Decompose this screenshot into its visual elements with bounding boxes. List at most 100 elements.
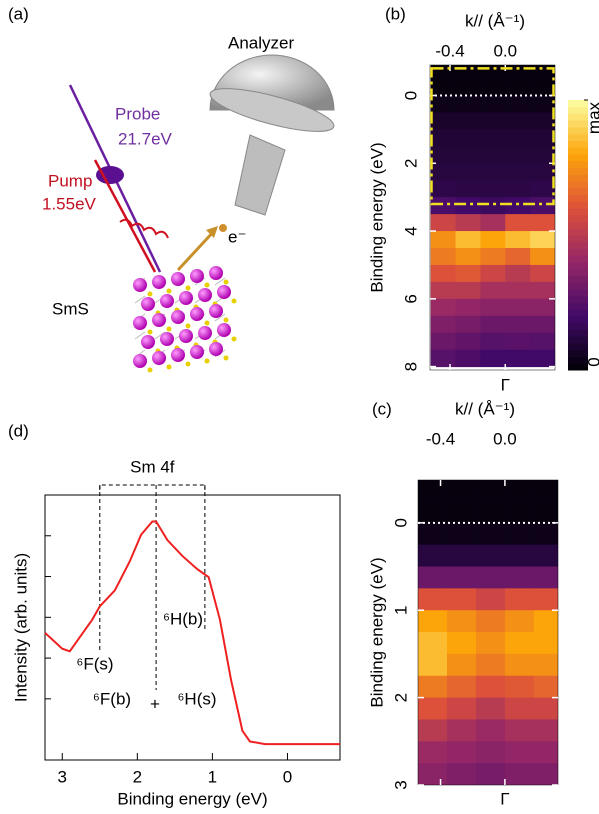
heatmap-cell [480, 281, 506, 300]
heatmap-cell [530, 231, 555, 249]
heatmap-cell [505, 146, 531, 164]
heatmap-cell [480, 163, 506, 181]
heatmap-cell [530, 281, 555, 300]
heatmap-cell [504, 566, 535, 589]
heatmap-cell [475, 500, 506, 524]
heatmap-cell [533, 719, 558, 742]
heatmap-cell [505, 264, 531, 283]
heatmap-cell [530, 197, 555, 215]
heatmap-cell [475, 653, 506, 677]
colorbar-segment [568, 363, 588, 371]
atom [160, 294, 174, 308]
colorbar-segment [568, 302, 588, 310]
colorbar-segment [568, 262, 588, 270]
heatmap-cell [530, 65, 555, 80]
heatmap-cell [430, 349, 457, 368]
heatmap-cell [530, 78, 555, 96]
colorbar-segment [568, 268, 588, 276]
heatmap-cell [475, 719, 506, 742]
sulfur [147, 329, 153, 335]
x-tick-label: 0 [283, 767, 292, 786]
heatmap-cell [418, 588, 448, 611]
heatmap-cell [504, 675, 535, 699]
lattice [214, 277, 226, 286]
heatmap-cell [475, 675, 506, 699]
colorbar-label: 0 [584, 357, 599, 366]
heatmap-cell [530, 214, 555, 232]
colorbar-segment [568, 120, 588, 128]
heatmap-cell [530, 264, 555, 283]
heatmap-cell [475, 522, 506, 546]
plot-frame [429, 64, 556, 371]
heatmap-cell [530, 95, 555, 113]
heatmap-cell [446, 763, 477, 785]
heatmap-cell [475, 566, 506, 589]
heatmap-cell [430, 163, 457, 181]
electron [219, 224, 227, 232]
heatmap-cell [480, 231, 506, 249]
colorbar-segment [568, 160, 588, 168]
y-tick-label: 4 [401, 226, 420, 235]
colorbar-segment [568, 309, 588, 317]
analyzer-lens [234, 134, 286, 216]
heatmap-cell [455, 315, 481, 334]
heatmap-cell [475, 763, 506, 785]
heatmap-cells [418, 480, 558, 785]
heatmap-cell [475, 697, 506, 720]
heatmap-cell [418, 719, 448, 742]
heatmap-cell [455, 197, 481, 215]
heatmap-cell [505, 349, 531, 368]
heatmap-cell [530, 298, 555, 317]
heatmap-cell [446, 675, 477, 699]
y-tick-label: 0 [401, 91, 420, 100]
annotation: ⁶H(s) [177, 689, 216, 708]
colorbar-segment [568, 187, 588, 195]
atom [209, 304, 223, 318]
heatmap-cell [446, 566, 477, 589]
colorbar-segment [568, 275, 588, 283]
heatmap-cell [480, 264, 506, 283]
heatmap-cell [455, 163, 481, 181]
colorbar-segment [568, 140, 588, 148]
heatmap-cell [430, 298, 457, 317]
heatmap-cell [446, 610, 477, 633]
atom [179, 329, 193, 343]
heatmap-cell [430, 95, 457, 113]
heatmap-cell [475, 480, 506, 502]
heatmap-cell [505, 332, 531, 351]
heatmap-cell [455, 264, 481, 283]
heatmap-cell [505, 281, 531, 300]
y-tick-label: 2 [401, 159, 420, 168]
heatmap-cell [430, 248, 457, 266]
colorbar-segment [568, 356, 588, 364]
probe-label: Probe [115, 104, 160, 123]
heatmap-cell [533, 588, 558, 611]
heatmap-cell [418, 610, 448, 633]
heatmap-cell [455, 95, 481, 113]
colorbar-segment [568, 322, 588, 330]
x-axis-title: k// (Å⁻¹) [455, 399, 515, 418]
heatmap-cell [475, 741, 506, 764]
atom [152, 351, 166, 365]
diagram: (a) Analyzer Probe 21.7eV Pump 1.55eV e⁻… [8, 4, 335, 373]
heatmap-cell [480, 332, 506, 351]
heatmap-cell [430, 180, 457, 198]
heatmap-cell [533, 610, 558, 633]
atom [190, 345, 204, 359]
y-tick-label: 6 [401, 294, 420, 303]
colorbar-segment [568, 181, 588, 189]
heatmap-cell [504, 719, 535, 742]
probe-pulse [96, 166, 124, 184]
atom [133, 316, 147, 330]
colorbar-segment [568, 255, 588, 263]
heatmap-cell [418, 653, 448, 677]
heatmap-cell [504, 763, 535, 785]
atom [171, 348, 185, 362]
heatmap-cell [455, 231, 481, 249]
atom [198, 326, 212, 340]
atom [152, 275, 166, 289]
colorbar-label: max [584, 101, 599, 134]
heatmap-cell [446, 480, 477, 502]
heatmap-cell [418, 544, 448, 568]
electron-arrowhead [206, 226, 218, 238]
